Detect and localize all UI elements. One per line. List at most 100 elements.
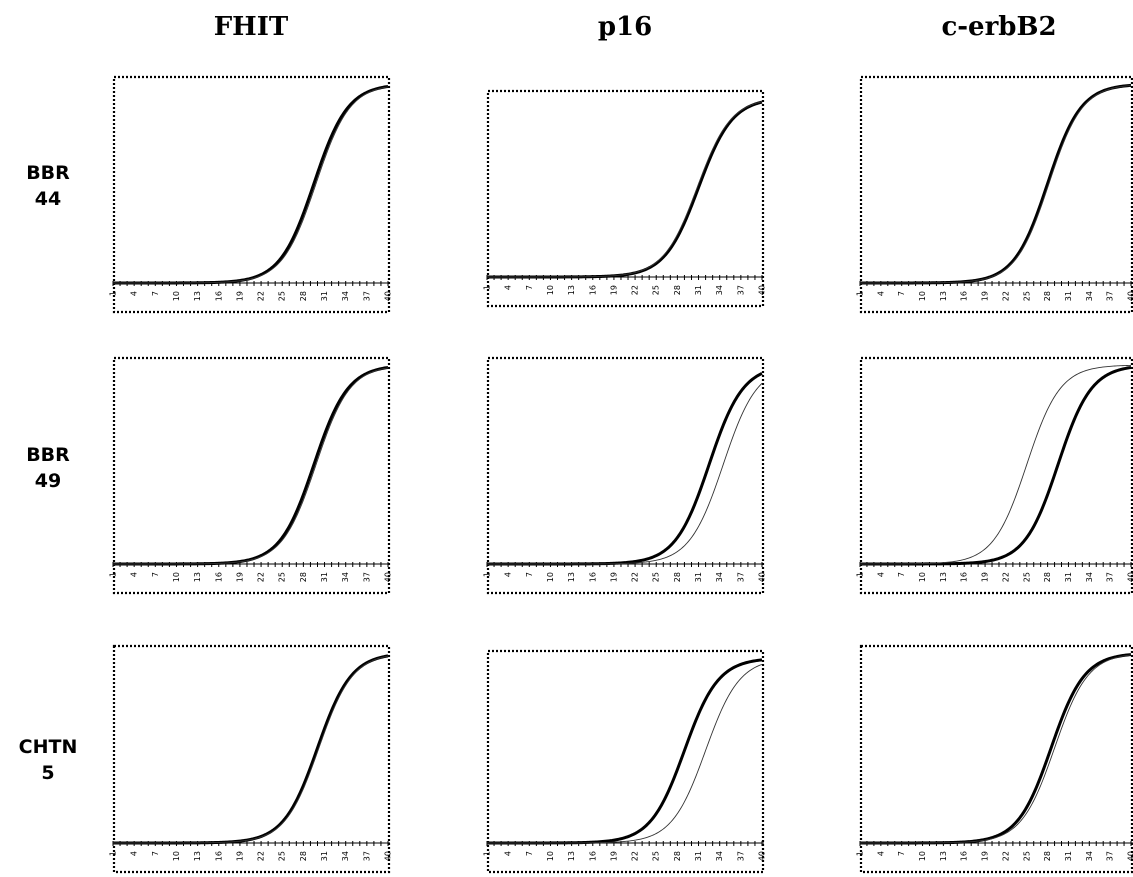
x-tick-label: 13 (567, 851, 576, 861)
x-tick-label: 25 (1022, 291, 1031, 301)
x-tick-label: 10 (918, 291, 927, 301)
x-tick-label: 22 (257, 291, 266, 301)
x-tick-label: 40 (758, 572, 767, 582)
x-tick-label: 13 (939, 851, 948, 861)
x-tick-label: 28 (1043, 572, 1052, 582)
row-label-line2: 44 (34, 188, 62, 210)
row-label-line2: 5 (41, 762, 55, 784)
chart-panel-bbr49-fhit: 1 4 7 10 13 16 19 22 25 28 31 34 37 40 (109, 356, 393, 595)
x-tick-label: 19 (609, 285, 618, 295)
x-tick-label: 10 (172, 291, 181, 301)
x-tick-label: 16 (960, 572, 969, 582)
curve-thin-series (860, 654, 1132, 844)
x-tick-label: 31 (320, 291, 329, 301)
x-tick-label: 19 (235, 291, 244, 301)
x-tick-label: 4 (130, 851, 139, 856)
x-tick-label: 22 (631, 285, 640, 295)
x-tick-label: 10 (918, 572, 927, 582)
x-tick-label: 28 (299, 572, 308, 582)
x-tick-label: 19 (235, 572, 244, 582)
x-tick-label: 1 (483, 572, 492, 577)
x-tick-label: 4 (504, 572, 513, 577)
curve-thin-series (113, 86, 389, 284)
curve-thin-series (860, 85, 1132, 284)
x-tick-label: 31 (320, 572, 329, 582)
x-tick-label: 1 (856, 291, 865, 296)
curve-bold-series (113, 365, 389, 566)
x-tick-label: 13 (567, 572, 576, 582)
x-tick-label: 16 (588, 572, 597, 582)
curve-bold-series (860, 653, 1132, 845)
x-tick-label: 4 (504, 285, 513, 290)
x-tick-label: 28 (299, 851, 308, 861)
panel-frame (859, 356, 1133, 595)
curve-bold-series (487, 658, 763, 845)
x-tick-label: 4 (876, 291, 885, 296)
chart-panel-chtn5-fhit: 1 4 7 10 13 16 19 22 25 28 31 34 37 40 (109, 644, 393, 874)
panel-frame (486, 356, 765, 595)
x-tick-label: 4 (130, 572, 139, 577)
x-tick-label: 28 (673, 851, 682, 861)
chart-panel-chtn5-cerbb2: 1 4 7 10 13 16 19 22 25 28 31 34 37 40 (856, 644, 1133, 874)
x-tick-label: 13 (193, 851, 202, 861)
row-label-bbr44: BBR 44 (8, 160, 88, 212)
panel-frame (486, 649, 765, 874)
x-tick-label: 40 (384, 291, 393, 301)
x-tick-label: 37 (1106, 572, 1115, 582)
x-tick-label: 34 (715, 572, 724, 582)
curve-thin-series (487, 101, 763, 278)
panel-frame (112, 644, 391, 874)
curve-bold-series (113, 84, 389, 285)
x-tick-label: 37 (362, 851, 371, 861)
x-tick-label: 10 (172, 851, 181, 861)
column-header-c-erbb2: c-erbB2 (941, 12, 1057, 42)
x-tick-label: 16 (214, 291, 223, 301)
x-tick-label: 7 (525, 851, 534, 856)
x-tick-label: 40 (1127, 851, 1133, 861)
curve-bold-series (487, 372, 763, 566)
x-tick-label: 1 (109, 572, 118, 577)
x-tick-label: 19 (981, 851, 990, 861)
x-tick-label: 16 (214, 851, 223, 861)
x-tick-label: 37 (362, 572, 371, 582)
x-tick-label: 34 (1085, 572, 1094, 582)
curve-bold-series (860, 365, 1132, 566)
x-tick-label: 31 (694, 572, 703, 582)
x-tick-label: 31 (320, 851, 329, 861)
x-tick-label: 25 (1022, 851, 1031, 861)
x-tick-label: 13 (193, 291, 202, 301)
x-tick-label: 31 (1064, 851, 1073, 861)
x-tick-label: 10 (546, 285, 555, 295)
x-tick-label: 34 (715, 851, 724, 861)
x-tick-label: 37 (1106, 291, 1115, 301)
x-tick-label: 16 (588, 285, 597, 295)
curve-thin-series (113, 367, 389, 565)
x-tick-label: 22 (257, 851, 266, 861)
x-tick-label: 10 (172, 572, 181, 582)
x-tick-label: 16 (960, 291, 969, 301)
x-tick-label: 1 (483, 285, 492, 290)
x-tick-label: 19 (981, 291, 990, 301)
column-header-p16: p16 (597, 12, 653, 42)
x-tick-label: 4 (504, 851, 513, 856)
row-label-bbr49: BBR 49 (8, 442, 88, 494)
x-tick-label: 34 (341, 851, 350, 861)
x-tick-label: 28 (299, 291, 308, 301)
chart-panel-bbr44-fhit: 1 4 7 10 13 16 19 22 25 28 31 34 37 40 (109, 75, 393, 314)
x-tick-label: 40 (384, 572, 393, 582)
panel-frame (859, 644, 1133, 874)
chart-panel-bbr49-cerbb2: 1 4 7 10 13 16 19 22 25 28 31 34 37 40 (856, 356, 1133, 595)
row-label-chtn5: CHTN 5 (8, 734, 88, 786)
curve-thin-series (487, 663, 763, 844)
x-tick-label: 28 (1043, 291, 1052, 301)
x-tick-label: 40 (1127, 572, 1133, 582)
panel-frame (112, 356, 391, 595)
x-tick-label: 1 (856, 851, 865, 856)
x-tick-label: 7 (151, 572, 160, 577)
curve-bold-series (487, 100, 763, 279)
x-tick-label: 31 (1064, 291, 1073, 301)
x-tick-label: 25 (652, 572, 661, 582)
x-tick-label: 34 (341, 572, 350, 582)
x-tick-label: 25 (1022, 572, 1031, 582)
x-tick-label: 7 (897, 572, 906, 577)
